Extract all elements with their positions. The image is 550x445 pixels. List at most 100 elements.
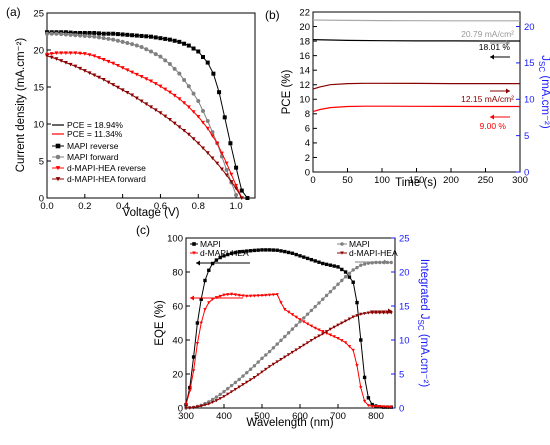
c-data-point [184,406,188,410]
a-data-point [239,196,244,200]
c-data-point [195,321,200,325]
c-data-point [222,395,226,399]
a-x-tick-label: 0.2 [78,201,91,212]
a-data-point [167,117,172,122]
b-x-tick-label: 150 [409,175,425,186]
c-data-point [340,278,344,283]
c-data-point [347,345,352,349]
b-y-tick-label: 14 [299,65,310,76]
c-data-point [188,385,192,390]
a-data-point [111,83,116,87]
c-data-point [378,405,382,409]
c-data-point [199,297,203,301]
c-data-point [271,293,276,297]
c-data-point [275,342,279,346]
b-series-annotation: 9.00 % [480,121,507,131]
a-legend-entry: MAPI forward [67,152,119,162]
a-data-point [120,32,125,37]
a-data-point [177,39,182,44]
c-data-point [252,364,257,368]
a-data-point [130,33,135,38]
c-data-point [336,323,340,327]
c-data-point [366,311,371,315]
c-data-point [233,380,238,385]
c-data-point [309,324,314,328]
c-data-point [188,406,192,410]
a-data-point [87,71,92,75]
c-data-point [351,268,355,272]
c-legend-entry: MAPI [200,239,221,249]
a-data-point [196,49,201,54]
c-data-point [362,399,367,403]
c-data-point [343,270,348,274]
c-data-point [279,301,283,305]
c-x-tick-label: 800 [368,411,384,422]
c-data-point [207,268,211,272]
a-data-point [63,30,68,35]
a-data-point [97,75,101,80]
c-data-point [381,405,386,409]
a-data-point [130,70,135,75]
a-data-point [224,173,229,178]
c-y-tick-label: 20 [172,369,183,380]
c-y2-tick-label: 25 [399,233,410,244]
a-data-point [219,167,224,172]
a-data-point [186,132,191,137]
c-data-point [241,249,245,254]
b-axis-arrow-head [506,40,510,46]
b-y2-axis-label: JSC (mA.cm⁻²) [537,55,550,129]
c-data-point [207,301,211,305]
c-data-point [340,267,344,272]
c-data-point [324,330,329,334]
c-y-axis-label: EQE (%) [154,300,166,346]
a-data-point [177,71,182,76]
c-data-point [359,386,363,390]
b-y2-tick-label: 15 [524,58,535,69]
a-data-point [210,134,215,138]
a-data-point [210,130,215,135]
c-data-point [237,250,241,254]
c-data-point [271,248,276,252]
a-data-point [201,109,205,114]
b-axis-arrow-head [490,114,494,120]
c-data-point [218,397,222,401]
c-data-point [256,248,260,252]
c-data-point [317,328,321,332]
c-data-point [317,260,321,264]
a-x-tick-label: 0.4 [116,201,129,212]
c-data-point [286,353,291,357]
c-axis-arrow-head [190,295,194,301]
c-data-point [343,275,348,279]
a-data-point [111,31,116,36]
a-data-point [153,52,158,57]
a-data-point [87,53,92,57]
a-data-point [182,77,187,82]
a-data-point [63,60,68,65]
a-data-point [78,51,83,56]
a-legend-swatch-marker [55,177,61,182]
a-data-point [120,39,125,44]
c-data-point [328,290,333,294]
c-data-point [256,373,260,377]
c-data-point [214,258,219,262]
c-data-point [317,334,321,338]
c-data-point [290,313,295,317]
c-data-point [264,367,268,371]
a-data-point [205,60,210,65]
c-data-point [256,294,260,298]
a-legend-swatch-marker [55,166,61,171]
c-data-point [283,334,287,339]
c-legend-swatch-marker [340,251,344,255]
c-y-tick-label: 80 [172,267,183,278]
a-data-point [101,36,106,41]
c-data-point [252,376,257,380]
c-x-axis-label: Wavelength (nm) [246,417,333,429]
a-data-point [54,31,59,36]
c-data-point [229,292,234,296]
b-y2-tick-label: 10 [524,95,535,106]
a-data-point [115,85,120,90]
c-axis-arrow-head [196,260,200,266]
a-data-point [68,51,73,55]
b-y-tick-label: 4 [305,138,310,149]
c-data-point [385,405,390,409]
